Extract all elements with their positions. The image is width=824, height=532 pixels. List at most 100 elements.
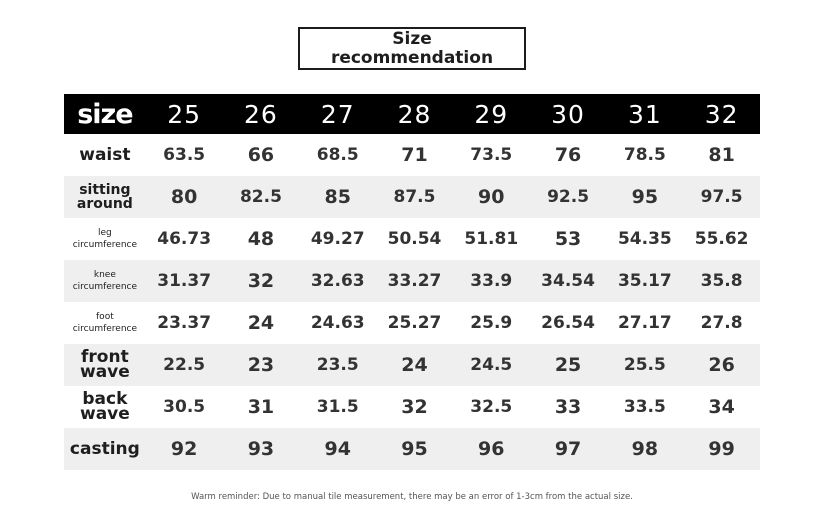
table-cell: 31: [247, 396, 275, 418]
table-cell: 32: [401, 396, 428, 418]
table-cell: 76: [554, 144, 582, 166]
table-cell: 87.5: [393, 187, 436, 207]
table-header-row: size 25 26 27 28 29 30 31 32: [64, 94, 760, 134]
row-label-line: circumference: [72, 240, 138, 250]
header-size: 31: [627, 99, 662, 129]
row-label-line: wave: [79, 362, 130, 382]
table-cell: 85: [324, 186, 351, 208]
table-cell: 97: [554, 438, 582, 460]
header-label: size: [77, 98, 133, 130]
table-cell: 25: [554, 354, 582, 376]
table-cell: 24: [401, 354, 428, 376]
table-cell: 51.81: [464, 229, 519, 249]
table-cell: 68.5: [316, 145, 359, 165]
table-cell: 23: [247, 354, 275, 376]
table-cell: 99: [708, 438, 735, 460]
table-row: waist 63.5 66 68.5 71 73.5 76 78.5 81: [64, 134, 760, 176]
table-row: casting 92 93 94 95 96 97 98 99: [64, 428, 760, 470]
row-label-line: back: [82, 389, 128, 409]
row-label: leg circumference: [64, 227, 146, 251]
row-label-line: front: [81, 347, 129, 367]
table-cell: 50.54: [387, 229, 442, 249]
table-cell: 25.5: [623, 355, 666, 375]
table-row: leg circumference 46.73 48 49.27 50.54 5…: [64, 218, 760, 260]
table-row: knee circumference 31.37 32 32.63 33.27 …: [64, 260, 760, 302]
table-cell: 24.63: [310, 313, 365, 333]
table-cell: 55.62: [694, 229, 749, 249]
table-cell: 93: [247, 438, 275, 460]
table-cell: 25.9: [470, 313, 513, 333]
table-cell: 94: [324, 438, 351, 460]
table-cell: 31.37: [157, 271, 212, 291]
table-cell: 33: [554, 396, 582, 418]
table-cell: 49.27: [310, 229, 365, 249]
table-cell: 33.27: [387, 271, 442, 291]
table-cell: 92: [170, 438, 198, 460]
row-label-line: wave: [79, 404, 130, 424]
header-size: 27: [320, 99, 355, 129]
table-cell: 25.27: [387, 313, 442, 333]
table-cell: 31.5: [316, 397, 359, 417]
warm-reminder-note: Warm reminder: Due to manual tile measur…: [191, 492, 633, 502]
table-cell: 95: [631, 186, 659, 208]
row-label: back wave: [64, 389, 146, 424]
row-label: sitting around: [64, 183, 146, 211]
table-row: back wave 30.5 31 31.5 32 32.5 33 33.5 3…: [64, 386, 760, 428]
table-cell: 33.9: [470, 271, 513, 291]
row-label-line: around: [76, 196, 133, 212]
row-label-line: circumference: [72, 324, 138, 334]
table-cell: 34: [708, 396, 735, 418]
row-label: knee circumference: [64, 269, 146, 293]
row-label-line: foot: [96, 312, 114, 322]
table-cell: 23.5: [316, 355, 359, 375]
row-label: foot circumference: [64, 311, 146, 335]
header-size: 29: [474, 99, 509, 129]
table-cell: 95: [401, 438, 428, 460]
table-cell: 96: [478, 438, 505, 460]
table-cell: 63.5: [163, 145, 206, 165]
table-cell: 26: [708, 354, 735, 376]
table-cell: 48: [247, 228, 275, 250]
table-row: front wave 22.5 23 23.5 24 24.5 25 25.5 …: [64, 344, 760, 386]
size-table: size 25 26 27 28 29 30 31 32 waist 63.5 …: [64, 94, 760, 470]
table-cell: 33.5: [623, 397, 666, 417]
table-cell: 27.17: [617, 313, 672, 333]
row-label: casting: [64, 438, 146, 459]
table-cell: 26.54: [541, 313, 595, 333]
table-cell: 32: [247, 270, 275, 292]
table-cell: 81: [708, 144, 735, 166]
table-cell: 27.8: [700, 313, 743, 333]
title-box: Size recommendation: [298, 27, 526, 70]
header-size: 25: [167, 99, 202, 129]
table-cell: 90: [478, 186, 505, 208]
table-cell: 46.73: [157, 229, 212, 249]
header-size: 28: [397, 99, 432, 129]
table-cell: 97.5: [700, 187, 743, 207]
table-cell: 73.5: [470, 145, 513, 165]
header-size: 30: [551, 99, 585, 129]
table-cell: 32.63: [310, 271, 365, 291]
row-label-line: circumference: [72, 282, 138, 292]
table-row: foot circumference 23.37 24 24.63 25.27 …: [64, 302, 760, 344]
table-row: sitting around 80 82.5 85 87.5 90 92.5 9…: [64, 176, 760, 218]
table-cell: 24: [247, 312, 275, 334]
table-cell: 24.5: [470, 355, 513, 375]
table-cell: 78.5: [623, 145, 666, 165]
table-cell: 22.5: [163, 355, 206, 375]
table-cell: 23.37: [157, 313, 212, 333]
table-cell: 80: [170, 186, 198, 208]
row-label: waist: [64, 146, 146, 163]
title-line-2: recommendation: [330, 47, 494, 68]
header-size: 26: [244, 99, 278, 129]
table-cell: 35.8: [700, 271, 743, 291]
table-cell: 82.5: [239, 187, 282, 207]
title-line-1: Size: [392, 28, 432, 49]
table-cell: 98: [631, 438, 659, 460]
row-label: front wave: [64, 347, 146, 382]
row-label-line: sitting: [79, 182, 131, 198]
row-label-line: casting: [69, 438, 140, 459]
row-label-line: leg: [98, 228, 112, 238]
row-label-line: knee: [93, 270, 116, 280]
table-cell: 66: [247, 144, 275, 166]
